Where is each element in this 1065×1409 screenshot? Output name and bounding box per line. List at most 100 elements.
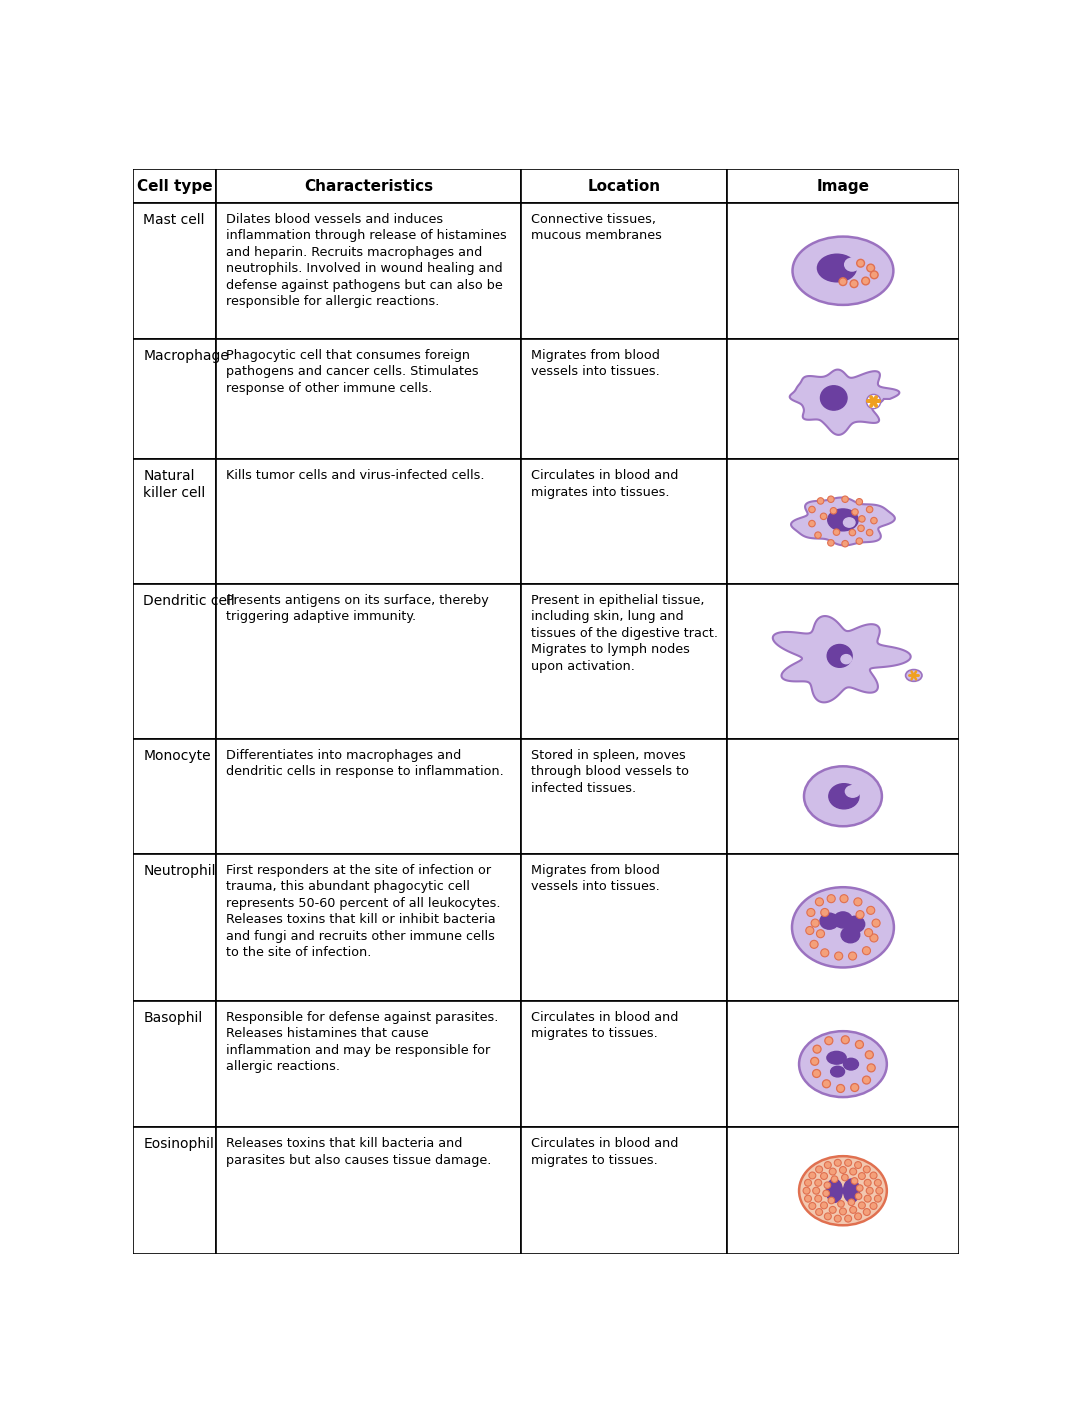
Bar	[727, 338, 958, 459]
Circle shape	[838, 1200, 845, 1208]
Bar	[215, 738, 521, 854]
Bar	[521, 1000, 727, 1127]
Bar	[133, 1127, 215, 1254]
Circle shape	[810, 940, 818, 948]
Bar	[133, 169, 215, 203]
Bar	[215, 169, 521, 203]
Text: Kills tumor cells and virus-infected cells.: Kills tumor cells and virus-infected cel…	[226, 469, 485, 482]
Ellipse shape	[828, 644, 852, 668]
Ellipse shape	[792, 888, 894, 968]
Circle shape	[823, 1191, 830, 1196]
Circle shape	[824, 1161, 832, 1168]
Polygon shape	[773, 616, 911, 702]
Text: Circulates in blood and
migrates into tissues.: Circulates in blood and migrates into ti…	[531, 469, 678, 499]
Text: Dendritic cell: Dendritic cell	[143, 593, 235, 607]
Circle shape	[841, 541, 849, 547]
Circle shape	[803, 1188, 810, 1195]
Text: Migrates from blood
vessels into tissues.: Migrates from blood vessels into tissues…	[531, 864, 660, 893]
Circle shape	[828, 895, 835, 903]
Circle shape	[867, 395, 881, 409]
Circle shape	[849, 530, 855, 535]
Circle shape	[865, 1051, 873, 1058]
Text: Circulates in blood and
migrates to tissues.: Circulates in blood and migrates to tiss…	[531, 1010, 678, 1040]
Circle shape	[874, 1179, 882, 1186]
Circle shape	[824, 1037, 833, 1044]
Bar	[521, 583, 727, 738]
Text: Present in epithelial tissue,
including skin, lung and
tissues of the digestive : Present in epithelial tissue, including …	[531, 593, 718, 672]
Circle shape	[841, 1036, 849, 1044]
Ellipse shape	[817, 254, 857, 283]
Circle shape	[856, 259, 865, 268]
Circle shape	[807, 909, 815, 916]
Circle shape	[813, 1045, 821, 1053]
Circle shape	[840, 895, 848, 903]
Text: Location: Location	[588, 179, 660, 193]
Bar	[521, 1127, 727, 1254]
Circle shape	[813, 1069, 821, 1078]
Circle shape	[804, 1195, 812, 1202]
Ellipse shape	[826, 1051, 847, 1064]
Text: Differentiates into macrophages and
dendritic cells in response to inflammation.: Differentiates into macrophages and dend…	[226, 748, 504, 778]
Circle shape	[820, 1202, 828, 1209]
Bar	[727, 1127, 958, 1254]
Text: Stored in spleen, moves
through blood vessels to
infected tissues.: Stored in spleen, moves through blood ve…	[531, 748, 689, 795]
Circle shape	[821, 909, 829, 916]
Circle shape	[815, 533, 821, 538]
Circle shape	[824, 1213, 832, 1220]
Bar	[727, 169, 958, 203]
Bar	[133, 738, 215, 854]
Circle shape	[845, 1215, 852, 1222]
Text: Natural
killer cell: Natural killer cell	[143, 469, 206, 500]
Circle shape	[816, 1167, 822, 1172]
Circle shape	[829, 1198, 835, 1203]
Text: Eosinophil: Eosinophil	[143, 1137, 214, 1151]
Text: Circulates in blood and
migrates to tissues.: Circulates in blood and migrates to tiss…	[531, 1137, 678, 1167]
Text: Monocyte: Monocyte	[143, 748, 211, 762]
Ellipse shape	[843, 258, 861, 272]
Text: Dilates blood vessels and induces
inflammation through release of histamines
and: Dilates blood vessels and induces inflam…	[226, 213, 507, 309]
Circle shape	[866, 506, 873, 513]
Ellipse shape	[843, 1179, 859, 1202]
Circle shape	[858, 1202, 866, 1209]
Circle shape	[831, 1177, 838, 1182]
Text: Mast cell: Mast cell	[143, 213, 204, 227]
Bar	[521, 203, 727, 338]
Bar	[133, 459, 215, 583]
Circle shape	[815, 1179, 822, 1186]
Circle shape	[867, 1064, 875, 1072]
Bar	[215, 1127, 521, 1254]
Bar	[727, 459, 958, 583]
Bar	[133, 203, 215, 338]
Ellipse shape	[905, 669, 922, 682]
Ellipse shape	[841, 927, 859, 943]
Circle shape	[850, 1206, 856, 1213]
Circle shape	[866, 530, 873, 535]
Circle shape	[852, 509, 858, 516]
Circle shape	[850, 1168, 856, 1175]
Text: Phagocytic cell that consumes foreign
pathogens and cancer cells. Stimulates
res: Phagocytic cell that consumes foreign pa…	[226, 348, 478, 395]
Ellipse shape	[843, 1058, 858, 1069]
Circle shape	[863, 1076, 870, 1084]
Circle shape	[854, 898, 862, 906]
Ellipse shape	[828, 509, 858, 531]
Bar	[133, 854, 215, 1000]
Circle shape	[824, 1182, 831, 1189]
Bar	[215, 583, 521, 738]
Bar	[133, 338, 215, 459]
Bar	[133, 1000, 215, 1127]
Text: First responders at the site of infection or
trauma, this abundant phagocytic ce: First responders at the site of infectio…	[226, 864, 501, 960]
Circle shape	[856, 538, 863, 544]
Circle shape	[808, 1172, 816, 1179]
Circle shape	[817, 497, 824, 504]
Text: Macrophage: Macrophage	[143, 348, 229, 362]
Text: Releases toxins that kill bacteria and
parasites but also causes tissue damage.: Releases toxins that kill bacteria and p…	[226, 1137, 491, 1167]
Circle shape	[870, 1172, 878, 1179]
Bar	[133, 583, 215, 738]
Ellipse shape	[834, 912, 852, 929]
Circle shape	[871, 517, 878, 524]
Ellipse shape	[820, 913, 838, 929]
Circle shape	[865, 929, 872, 937]
Ellipse shape	[820, 386, 847, 410]
Circle shape	[862, 278, 869, 285]
Circle shape	[855, 1040, 864, 1048]
